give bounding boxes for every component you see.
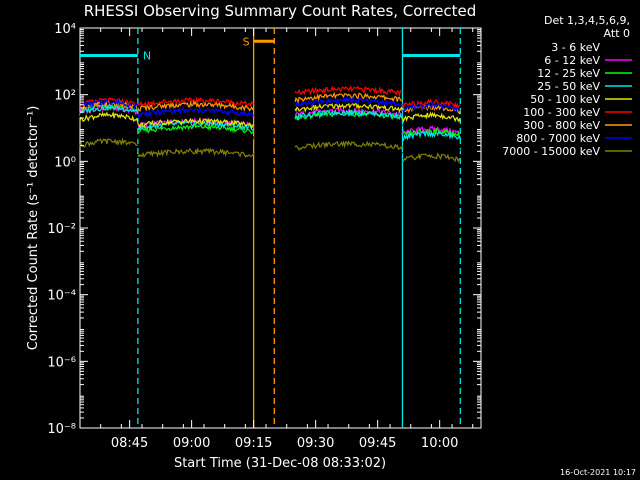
x-axis-label: Start Time (31-Dec-08 08:33:02) xyxy=(174,456,386,471)
series-line xyxy=(402,152,461,164)
series-line xyxy=(402,102,461,113)
series-line xyxy=(401,111,461,124)
legend-label: 6 - 12 keV xyxy=(544,54,600,67)
series-line xyxy=(294,140,404,151)
y-tick-label: 10⁻⁴ xyxy=(47,289,76,304)
series-line xyxy=(79,104,139,115)
plot-frame xyxy=(79,27,482,429)
series-lines xyxy=(79,85,461,164)
series-line xyxy=(137,130,255,142)
series-line xyxy=(79,97,139,108)
chart-title: RHESSI Observing Summary Count Rates, Co… xyxy=(84,2,477,20)
series-line xyxy=(294,106,403,118)
series-line xyxy=(294,91,403,104)
y-tick-label: 10² xyxy=(54,89,76,104)
series-line xyxy=(402,143,461,154)
y-tick-label: 10⁻⁶ xyxy=(47,355,76,370)
legend-label: 800 - 7000 keV xyxy=(516,132,600,145)
x-tick-label: 09:00 xyxy=(173,436,210,451)
series-line xyxy=(137,106,255,120)
vertical-marker-lines xyxy=(137,28,461,428)
series-line xyxy=(79,137,138,148)
series-line xyxy=(137,147,255,158)
y-tick-label: 10⁰ xyxy=(54,155,76,170)
series-line xyxy=(294,108,403,121)
x-tick-label: 10:00 xyxy=(421,436,458,451)
x-tick-label: 09:15 xyxy=(235,436,272,451)
legend-label: 25 - 50 keV xyxy=(537,80,600,93)
legend-label: 50 - 100 keV xyxy=(530,93,600,106)
series-line xyxy=(401,98,461,110)
x-tick-label: 08:45 xyxy=(111,436,148,451)
footer-timestamp: 16-Oct-2021 10:17 xyxy=(560,468,636,477)
series-line xyxy=(294,96,403,108)
x-tick-label: 09:45 xyxy=(359,436,396,451)
series-line xyxy=(294,117,403,129)
legend-header-line-1: Det 1,3,4,5,6,9, xyxy=(544,14,630,27)
annotation-label: S xyxy=(243,35,250,48)
series-line xyxy=(137,116,254,130)
series-line xyxy=(137,120,255,132)
legend-label: 300 - 800 keV xyxy=(523,119,600,132)
series-line xyxy=(79,110,139,123)
y-tick-label: 10⁻⁸ xyxy=(47,422,76,437)
legend-label: 12 - 25 keV xyxy=(537,67,600,80)
series-line xyxy=(79,98,139,111)
legend-label: 7000 - 15000 keV xyxy=(502,145,600,158)
x-tick-label: 09:30 xyxy=(297,436,334,451)
x-axis-ticks: 08:45 09:00 09:15 09:30 09:45 10:00 xyxy=(79,28,474,451)
y-axis-ticks: 10⁴ 10² 10⁰ 10⁻² 10⁻⁴ 10⁻⁶ 10⁻⁸ xyxy=(47,22,481,437)
y-tick-label: 10⁻² xyxy=(47,222,76,237)
series-line xyxy=(402,129,461,142)
y-axis-label: Corrected Count Rate (s⁻¹ detector⁻¹) xyxy=(26,106,41,351)
legend-label: 3 - 6 keV xyxy=(551,41,600,54)
annotation-label: N xyxy=(143,49,151,62)
series-line xyxy=(401,125,461,136)
legend-label: 100 - 300 keV xyxy=(523,106,600,119)
annotation-bars: NS xyxy=(80,35,461,62)
legend-header-line-2: Att 0 xyxy=(604,27,630,40)
series-line xyxy=(137,100,254,113)
y-tick-label: 10⁴ xyxy=(54,22,76,37)
plot-area: NS 08:45 09:00 09:15 09:30 09:45 10:00 10⁴10²… xyxy=(47,22,482,451)
series-line xyxy=(294,85,403,98)
